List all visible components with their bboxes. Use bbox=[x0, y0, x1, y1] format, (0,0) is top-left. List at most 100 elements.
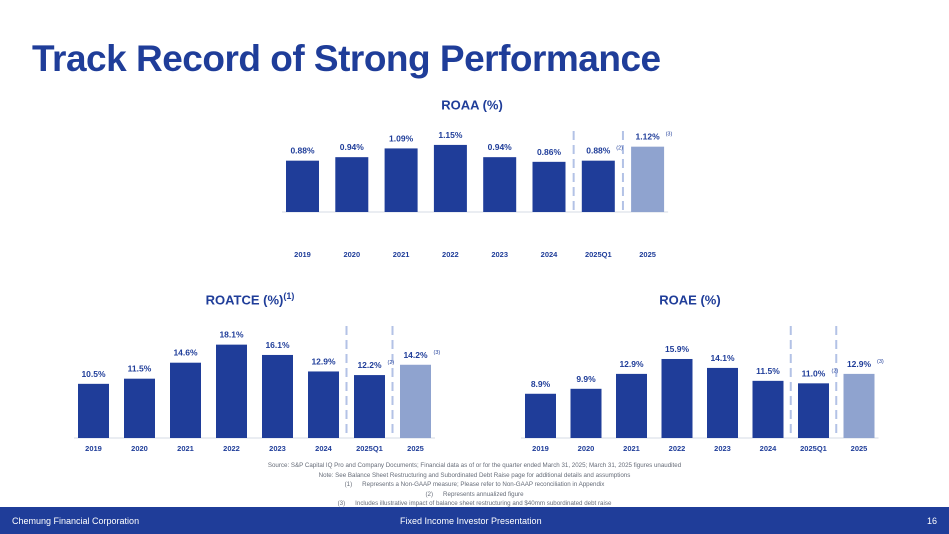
footnote-2: (2) Represents annualized figure bbox=[0, 490, 949, 500]
data-label-2020: 11.5% bbox=[128, 364, 152, 374]
data-label-note-2025Q1: (2) bbox=[388, 360, 395, 366]
roaa-chart-title: ROAA (%) bbox=[412, 96, 532, 112]
category-label-2024: 2024 bbox=[760, 444, 778, 453]
category-label-2020: 2020 bbox=[343, 250, 360, 259]
roatce-chart-title: ROATCE (%)(1) bbox=[180, 291, 320, 307]
footer-page-number: 16 bbox=[926, 516, 937, 526]
category-label-2022: 2022 bbox=[669, 444, 686, 453]
bar-2019 bbox=[286, 160, 319, 212]
bar-2025Q1 bbox=[798, 383, 829, 438]
data-label-2023: 0.94% bbox=[488, 142, 513, 152]
footnote-1-number: (1) bbox=[344, 481, 353, 489]
category-label-2024: 2024 bbox=[315, 444, 333, 453]
data-label-2019: 8.9% bbox=[531, 379, 551, 389]
footnote-2-text: Represents annualized figure bbox=[443, 490, 524, 498]
data-label-2022: 15.9% bbox=[665, 344, 690, 354]
category-label-2025Q1: 2025Q1 bbox=[585, 250, 612, 259]
data-label-2023: 16.1% bbox=[265, 340, 290, 350]
data-label-2024: 12.9% bbox=[311, 356, 336, 366]
assumptions-note: Note: See Balance Sheet Restructuring an… bbox=[318, 471, 631, 479]
bar-2025 bbox=[400, 364, 431, 438]
footnote-2-number: (2) bbox=[425, 490, 434, 498]
bar-2020 bbox=[570, 388, 602, 438]
roae-title-text: ROAE (%) bbox=[659, 292, 721, 308]
bar-2021 bbox=[616, 373, 647, 438]
bar-2025Q1 bbox=[354, 375, 385, 438]
roae-chart-title: ROAE (%) bbox=[630, 291, 750, 307]
bar-2024 bbox=[752, 380, 784, 438]
bar-2023 bbox=[707, 367, 738, 438]
footnote-3-text: Includes illustrative impact of balance … bbox=[355, 500, 612, 508]
data-label-2025Q1: 0.88% bbox=[586, 146, 611, 156]
category-label-2020: 2020 bbox=[578, 444, 595, 453]
roaa-title-text: ROAA (%) bbox=[441, 97, 503, 113]
category-label-2024: 2024 bbox=[541, 250, 559, 259]
category-label-2021: 2021 bbox=[623, 444, 640, 453]
bar-2021 bbox=[384, 148, 418, 212]
category-label-2025Q1: 2025Q1 bbox=[800, 444, 827, 453]
footnote-1-text: Represents a Non-GAAP measure; Please re… bbox=[362, 481, 605, 489]
bar-2022 bbox=[433, 144, 467, 212]
data-label-2021: 12.9% bbox=[619, 359, 644, 369]
data-label-note-2025: (3) bbox=[666, 132, 673, 138]
bar-2020 bbox=[124, 378, 155, 438]
data-label-2020: 9.9% bbox=[576, 374, 596, 384]
data-label-note-2025Q1: (2) bbox=[616, 146, 623, 152]
data-label-2025: 14.2% bbox=[403, 350, 428, 360]
bar-2019 bbox=[78, 383, 109, 438]
data-label-2023: 14.1% bbox=[710, 353, 735, 363]
page-title: Track Record of Strong Performance bbox=[32, 38, 661, 79]
bar-2019 bbox=[525, 393, 556, 438]
footnotes: Source: S&P Capital IQ Pro and Company D… bbox=[0, 461, 949, 509]
roatce-title-note: (1) bbox=[283, 291, 295, 301]
data-label-2025: 12.9% bbox=[847, 359, 872, 369]
bar-2024 bbox=[532, 161, 566, 212]
bar-2025Q1 bbox=[581, 160, 615, 212]
bar-2025 bbox=[631, 146, 665, 212]
footnote-3: (3) Includes illustrative impact of balan… bbox=[0, 499, 949, 509]
category-label-2025Q1: 2025Q1 bbox=[356, 444, 383, 453]
footer-presentation: Fixed Income Investor Presentation bbox=[400, 516, 542, 526]
data-label-2022: 18.1% bbox=[219, 330, 244, 340]
category-label-2021: 2021 bbox=[177, 444, 194, 453]
bar-2022 bbox=[661, 358, 693, 438]
source-note: Source: S&P Capital IQ Pro and Company D… bbox=[267, 462, 682, 469]
data-label-2025: 1.12% bbox=[636, 132, 661, 142]
data-label-2021: 1.09% bbox=[389, 133, 414, 143]
bar-2020 bbox=[335, 157, 369, 212]
footer-bar: Chemung Financial Corporation Fixed Inco… bbox=[0, 507, 949, 534]
footer-company: Chemung Financial Corporation bbox=[12, 516, 140, 526]
category-label-2021: 2021 bbox=[393, 250, 410, 259]
category-label-2025: 2025 bbox=[639, 250, 656, 259]
bar-2021 bbox=[170, 362, 201, 438]
data-label-2019: 10.5% bbox=[81, 369, 106, 379]
bar-2025 bbox=[843, 373, 875, 438]
category-label-2019: 2019 bbox=[294, 250, 311, 259]
category-label-2023: 2023 bbox=[491, 250, 508, 259]
category-label-2020: 2020 bbox=[131, 444, 148, 453]
data-label-2022: 1.15% bbox=[438, 130, 463, 140]
data-label-2024: 11.5% bbox=[756, 366, 780, 376]
data-label-2020: 0.94% bbox=[340, 142, 365, 152]
data-label-2025Q1: 11.0% bbox=[802, 368, 826, 378]
category-label-2019: 2019 bbox=[85, 444, 102, 453]
category-label-2023: 2023 bbox=[714, 444, 731, 453]
data-label-note-2025: (3) bbox=[434, 350, 441, 356]
category-label-2022: 2022 bbox=[442, 250, 459, 259]
footnote-3-number: (3) bbox=[337, 500, 346, 508]
bar-2023 bbox=[262, 354, 293, 438]
data-label-2019: 0.88% bbox=[290, 146, 315, 156]
category-label-2025: 2025 bbox=[407, 444, 424, 453]
category-label-2022: 2022 bbox=[223, 444, 240, 453]
data-label-note-2025: (3) bbox=[877, 359, 884, 365]
category-label-2019: 2019 bbox=[532, 444, 549, 453]
data-label-2025Q1: 12.2% bbox=[357, 360, 382, 370]
data-label-note-2025Q1: (2) bbox=[832, 368, 839, 374]
footnote-1: (1) Represents a Non-GAAP measure; Please… bbox=[0, 480, 949, 490]
bar-2024 bbox=[308, 371, 339, 438]
roatce-title-text: ROATCE (%) bbox=[205, 292, 284, 308]
category-label-2023: 2023 bbox=[269, 444, 286, 453]
